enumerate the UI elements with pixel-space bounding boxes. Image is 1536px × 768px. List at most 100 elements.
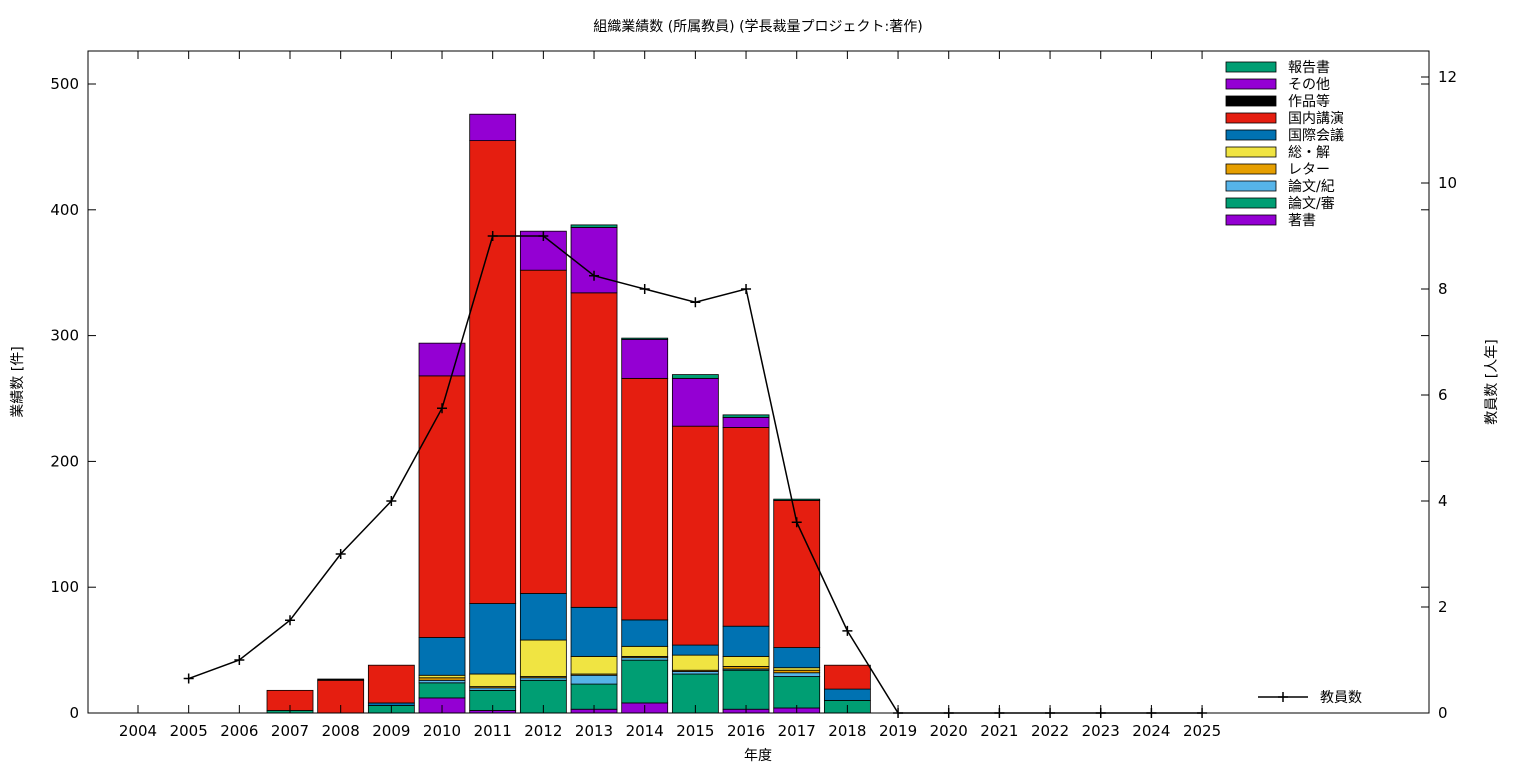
bar-2013-series-8 [570, 227, 618, 294]
line-point [538, 231, 549, 241]
line-legend-marker [1278, 692, 1288, 702]
bar-2012-series-6 [519, 269, 567, 594]
legend-swatch [1225, 163, 1277, 175]
legend-label: 報告書 [1288, 60, 1330, 76]
x-tick-label: 2016 [727, 722, 765, 740]
bar-2013-series-2 [570, 674, 618, 685]
line-point [589, 270, 600, 281]
bar-2016-series-4 [722, 655, 770, 667]
x-tick-label: 2018 [828, 722, 866, 740]
bar-2012-series-4 [519, 639, 567, 677]
x-tick-label: 2017 [778, 722, 816, 740]
legend-swatch [1225, 214, 1277, 226]
bar-2010-series-8 [418, 342, 466, 377]
line-point [285, 615, 296, 626]
legend-swatch [1225, 180, 1277, 192]
bar-2014-series-4 [621, 645, 669, 657]
x-tick-label: 2022 [1031, 722, 1069, 740]
legend-swatch [1225, 112, 1277, 124]
bar-2014-series-8 [621, 338, 669, 379]
legend-swatch [1225, 95, 1277, 107]
bar-2014-series-9 [621, 337, 669, 340]
bar-2015-series-4 [671, 654, 719, 671]
y2-tick-label: 4 [1438, 492, 1448, 510]
x-tick-label: 2004 [119, 722, 157, 740]
bar-2018-series-5 [823, 688, 871, 701]
y2-tick-label: 2 [1438, 598, 1448, 616]
legend-label: 総・解 [1288, 145, 1330, 161]
bar-2010-series-1 [418, 682, 466, 699]
legend-label: 国内講演 [1288, 111, 1344, 127]
line-point [690, 297, 701, 308]
bar-2016-series-5 [722, 625, 770, 657]
bar-2017-series-5 [773, 647, 821, 669]
y2-tick-label: 6 [1438, 386, 1448, 404]
line-point [234, 655, 245, 665]
bar-2015-series-6 [671, 425, 719, 646]
bar-2016-series-9 [722, 414, 770, 418]
bar-2014-series-6 [621, 377, 669, 621]
x-tick-label: 2020 [930, 722, 968, 740]
bars-layer [266, 113, 871, 714]
line-point [335, 549, 346, 559]
x-tick-label: 2006 [220, 722, 258, 740]
x-axis-label: 年度 [744, 748, 772, 764]
bar-2009-series-6 [367, 664, 415, 704]
x-tick-label: 2019 [879, 722, 917, 740]
chart-title: 組織業績数 (所属教員) (学長裁量プロジェクト:著作) [593, 19, 922, 35]
bar-2008-series-7 [317, 678, 365, 681]
legend-swatch [1225, 78, 1277, 90]
y-tick-label: 100 [50, 578, 79, 596]
bar-2013-series-6 [570, 292, 618, 608]
line-legend-label: 教員数 [1320, 690, 1362, 706]
x-tick-label: 2012 [524, 722, 562, 740]
y2-tick-label: 0 [1438, 704, 1448, 722]
y2-tick-label: 10 [1438, 174, 1457, 192]
x-tick-label: 2023 [1082, 722, 1120, 740]
y-axis-right: 0 2 4 6 8 10 12 [1421, 68, 1457, 722]
legend-label: 国際会議 [1288, 127, 1344, 144]
legend-label: 論文/紀 [1288, 179, 1335, 195]
x-tick-label: 2025 [1183, 722, 1221, 740]
y-axis-left: 0 100 200 300 400 500 [50, 75, 1429, 722]
x-tick-label: 2008 [322, 722, 360, 740]
x-tick-label: 2007 [271, 722, 309, 740]
x-tick-label: 2009 [372, 722, 410, 740]
x-axis: 2004 2005 2006 2007 2008 2009 2010 2011 2012 2013… [119, 51, 1221, 740]
line-point [183, 673, 194, 684]
bar-2013-series-4 [570, 655, 618, 675]
line-point [437, 403, 448, 414]
y-tick-label: 200 [50, 452, 79, 470]
bar-2017-series-1 [773, 676, 821, 709]
line-point [842, 625, 853, 636]
x-tick-label: 2011 [474, 722, 512, 740]
plot-frame [87, 50, 1430, 714]
y2-tick-label: 12 [1438, 68, 1457, 86]
bar-2016-series-1 [722, 669, 770, 710]
y2-tick-label: 8 [1438, 280, 1448, 298]
y-tick-label: 300 [50, 327, 79, 345]
line-point [741, 284, 752, 294]
legend-label: 論文/審 [1288, 196, 1335, 212]
bar-2017-series-9 [773, 498, 821, 501]
x-tick-label: 2010 [423, 722, 461, 740]
bar-2011-series-6 [469, 140, 517, 604]
legend-label: レター [1288, 162, 1330, 178]
line-legend: 教員数 [1258, 690, 1362, 706]
legend-label: 著書 [1288, 213, 1316, 229]
y-tick-label: 0 [69, 704, 79, 722]
x-tick-label: 2005 [170, 722, 208, 740]
bar-2010-series-5 [418, 637, 466, 676]
bar-2015-series-9 [671, 374, 719, 379]
bar-2013-series-5 [570, 606, 618, 657]
legend-swatch [1225, 129, 1277, 141]
bar-2014-series-1 [621, 659, 669, 704]
x-tick-label: 2024 [1132, 722, 1170, 740]
y-tick-label: 400 [50, 201, 79, 219]
legend-swatch [1225, 61, 1277, 73]
bar-2017-series-2 [773, 672, 821, 677]
bar-2013-series-9 [570, 224, 618, 228]
x-tick-label: 2014 [626, 722, 664, 740]
